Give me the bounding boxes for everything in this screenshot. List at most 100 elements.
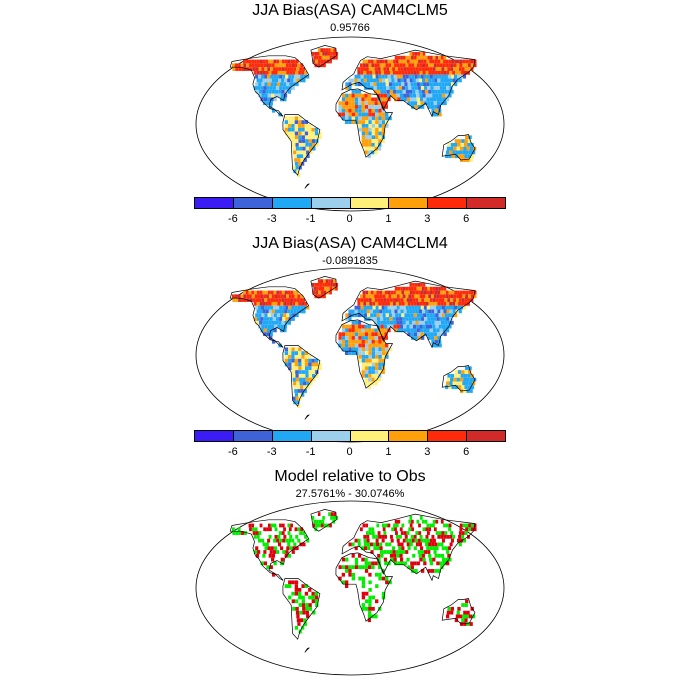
grid-cell	[406, 324, 410, 329]
grid-cell	[419, 55, 422, 60]
grid-cell	[438, 305, 442, 310]
grid-cell	[284, 351, 288, 355]
grid-cell	[456, 298, 459, 302]
grid-cell	[406, 328, 411, 333]
grid-cell	[266, 527, 269, 532]
grid-cell	[338, 565, 342, 570]
grid-cell	[383, 89, 387, 94]
grid-cell	[308, 358, 312, 363]
grid-cell	[468, 290, 471, 295]
grid-cell	[463, 305, 467, 310]
grid-cell	[270, 305, 274, 310]
grid-cell	[441, 67, 445, 71]
grid-cell	[267, 93, 272, 98]
grid-cell	[468, 294, 471, 299]
grid-cell	[362, 63, 366, 68]
grid-cell	[368, 131, 372, 136]
grid-cell	[410, 565, 414, 570]
grid-cell	[368, 142, 372, 147]
grid-cell	[260, 294, 264, 299]
grid-cell	[439, 97, 443, 102]
grid-cell	[405, 74, 409, 79]
grid-cell	[285, 305, 289, 310]
grid-cell	[387, 70, 390, 75]
grid-cell	[326, 286, 330, 291]
grid-cell	[344, 347, 349, 352]
grid-cell	[256, 301, 260, 306]
grid-cell	[358, 339, 362, 344]
grid-cell	[376, 542, 380, 547]
grid-cell	[452, 301, 456, 306]
grid-cell	[368, 588, 372, 592]
grid-cell	[273, 97, 277, 102]
grid-cell	[444, 546, 448, 551]
grid-cell	[443, 309, 447, 314]
grid-cell	[298, 396, 302, 401]
grid-cell	[417, 105, 422, 109]
grid-cell	[294, 351, 299, 355]
grid-cell	[273, 82, 277, 87]
grid-cell	[427, 332, 431, 337]
grid-cell	[381, 595, 386, 600]
grid-cell	[443, 332, 447, 337]
grid-cell	[366, 538, 370, 543]
grid-cell	[446, 550, 450, 554]
grid-cell	[409, 78, 413, 83]
grid-cell	[410, 70, 414, 75]
grid-cell	[407, 313, 411, 318]
grid-cell	[416, 561, 420, 566]
grid-cell	[424, 320, 429, 325]
grid-cell	[309, 150, 313, 155]
grid-cell	[329, 523, 332, 528]
grid-cell	[400, 542, 404, 547]
grid-cell	[365, 351, 369, 355]
grid-cell	[361, 97, 365, 102]
grid-cell	[468, 527, 471, 532]
grid-cell	[290, 309, 294, 314]
grid-cell	[458, 154, 462, 159]
grid-cell	[255, 546, 259, 551]
grid-cell	[358, 93, 362, 98]
grid-cell	[315, 290, 319, 295]
grid-cell	[463, 373, 468, 378]
grid-cell	[368, 610, 372, 615]
grid-cell	[385, 355, 389, 359]
grid-cell	[381, 139, 385, 143]
grid-cell	[348, 108, 352, 113]
coastline	[229, 286, 310, 348]
grid-cell	[283, 70, 287, 75]
grid-cell	[370, 59, 374, 64]
grid-cell	[397, 97, 401, 102]
grid-cell	[253, 534, 257, 539]
grid-cell	[361, 131, 366, 136]
grid-cell	[266, 86, 270, 90]
grid-cell	[407, 332, 411, 337]
grid-cell	[259, 89, 263, 94]
grid-cell	[243, 294, 247, 299]
grid-cell	[274, 63, 278, 68]
grid-cell	[387, 290, 391, 295]
grid-cell	[375, 301, 379, 306]
grid-cell	[284, 67, 288, 71]
grid-cell	[263, 328, 268, 333]
grid-cell	[354, 565, 359, 570]
grid-cell	[300, 63, 304, 68]
grid-cell	[381, 362, 386, 367]
grid-cell	[446, 377, 451, 382]
grid-cell	[255, 305, 259, 310]
colorbar-swatch	[427, 430, 468, 442]
coastline	[335, 88, 394, 158]
grid-cell	[413, 561, 417, 566]
grid-cell	[338, 112, 342, 117]
grid-cell	[417, 283, 421, 287]
grid-cell	[406, 542, 410, 547]
grid-cell	[403, 93, 407, 98]
grid-cell	[265, 320, 269, 325]
grid-cell	[301, 366, 305, 371]
grid-cell	[440, 553, 445, 558]
grid-cell	[408, 86, 412, 90]
grid-cell	[391, 82, 396, 87]
grid-cell	[300, 389, 304, 393]
grid-cell	[374, 381, 378, 386]
grid-cell	[371, 139, 375, 143]
